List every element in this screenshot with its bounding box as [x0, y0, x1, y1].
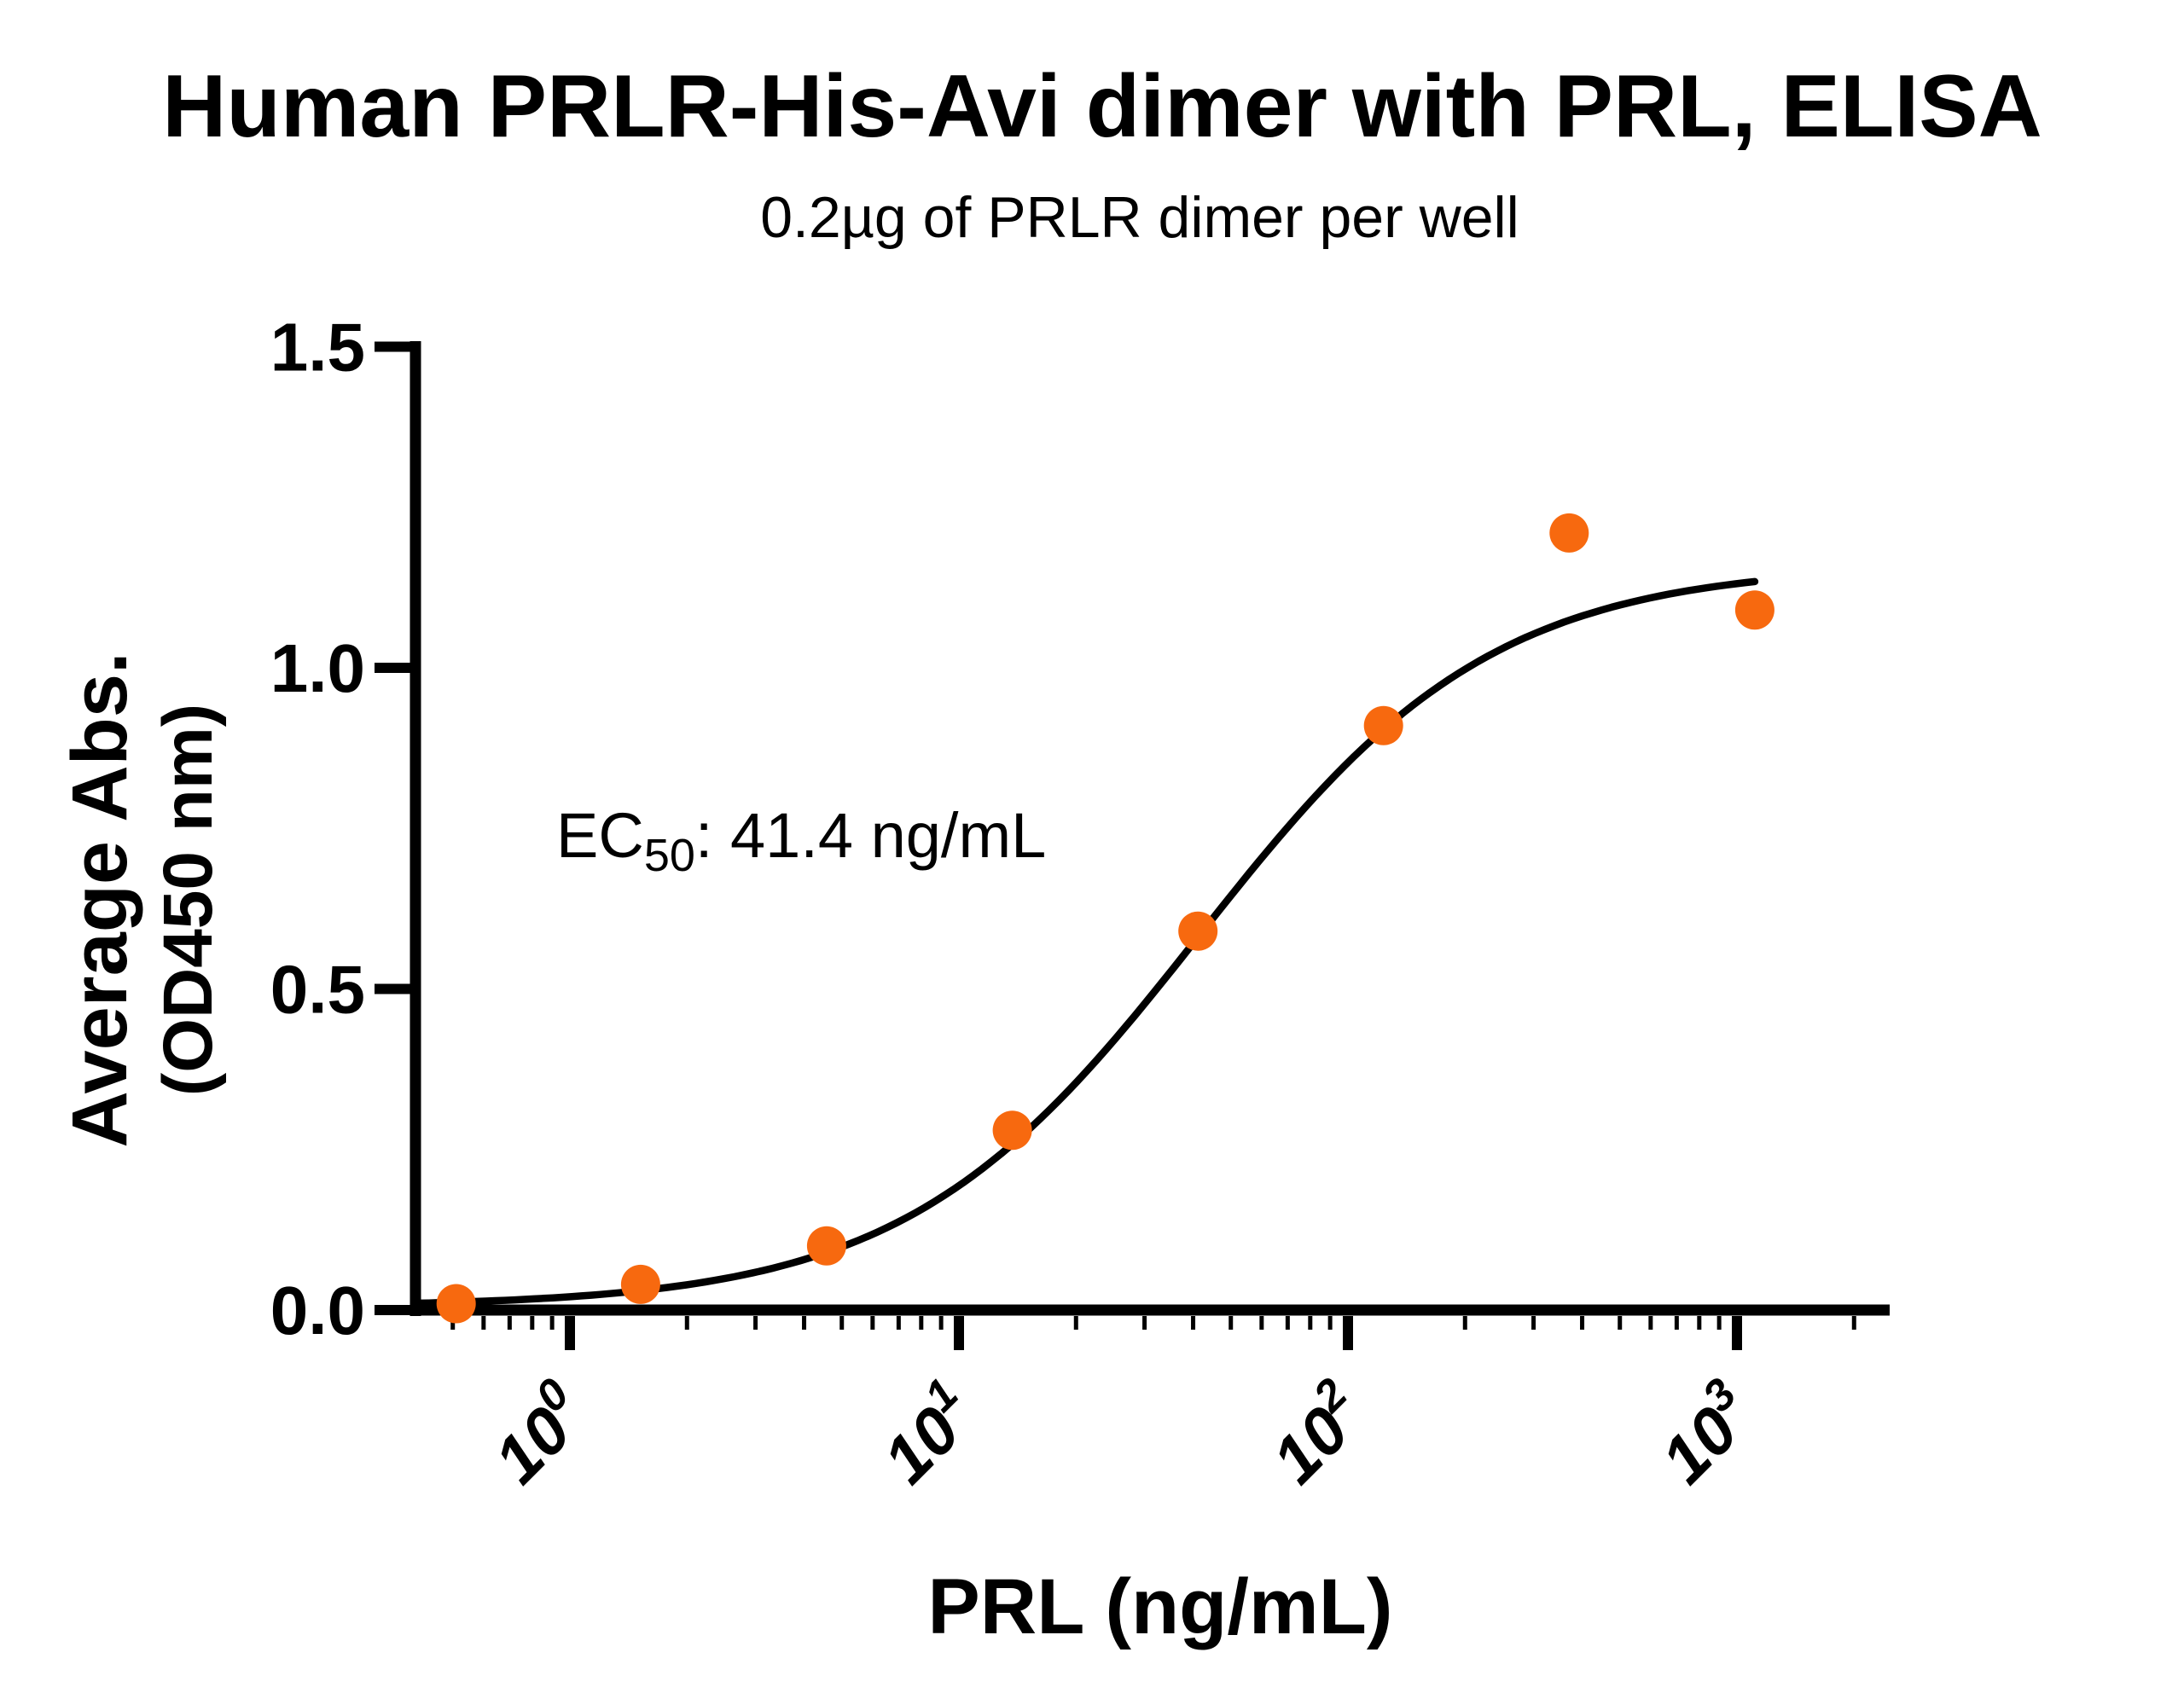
chart-subtitle: 0.2µg of PRLR dimer per well [760, 185, 1519, 250]
data-point [620, 1264, 660, 1304]
x-tick-label: 102 [1252, 1369, 1380, 1497]
y-tick-label: 0.5 [270, 952, 365, 1028]
chart-title: Human PRLR-His-Avi dimer with PRL, ELISA [162, 57, 2042, 156]
y-axis-title-line1: Average Abs. [56, 652, 143, 1147]
data-point [992, 1110, 1032, 1151]
y-tick-label: 1.0 [270, 630, 365, 706]
data-point [1734, 590, 1774, 630]
y-tick-label: 0.0 [270, 1273, 365, 1348]
data-points [436, 513, 1774, 1324]
ec50-prefix: EC [556, 800, 644, 871]
data-point [1549, 513, 1589, 553]
ec50-subscript: 50 [644, 830, 695, 881]
ec50-annotation: EC50: 41.4 ng/mL [556, 800, 1046, 881]
x-tick-label: 101 [863, 1369, 991, 1497]
x-axis-title: PRL (ng/mL) [927, 1563, 1392, 1650]
axes: 0.0 0.5 1.0 1.5 100 101 102 103 [270, 310, 1890, 1498]
data-point [436, 1284, 476, 1324]
fit-curve [415, 577, 1759, 1307]
data-point [1178, 911, 1218, 951]
x-tick-label: 103 [1641, 1369, 1769, 1497]
data-point [1363, 705, 1403, 745]
data-point [806, 1226, 846, 1266]
y-axis-title-line2: (OD450 nm) [149, 704, 227, 1096]
y-tick-label: 1.5 [270, 310, 365, 386]
ec50-value: : 41.4 ng/mL [695, 800, 1046, 871]
fit-curve-path [415, 577, 1759, 1307]
x-tick-label: 100 [474, 1369, 602, 1497]
